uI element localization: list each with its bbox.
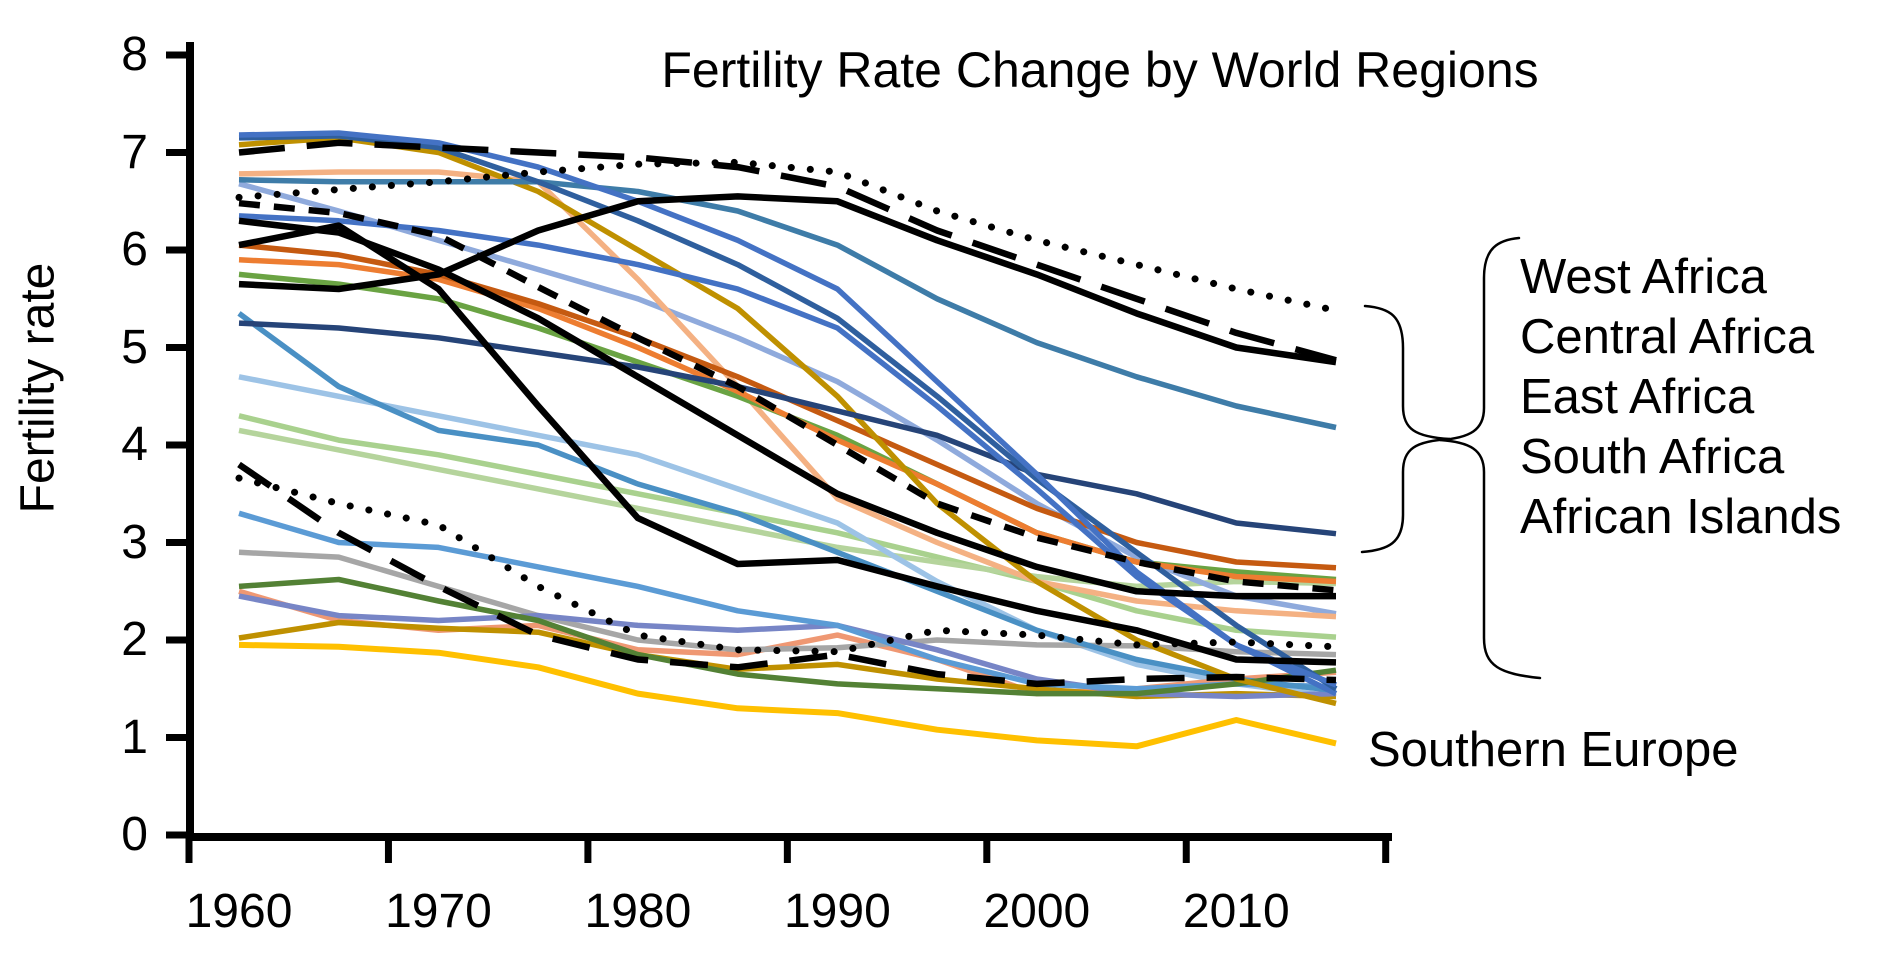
y-tick-label-7: 7 [121,125,148,179]
y-tick-label-5: 5 [121,320,148,374]
x-tick-label-1960: 1960 [185,885,293,938]
region-label-south-africa: South Africa [1520,430,1785,484]
y-tick-label-2: 2 [121,613,148,666]
southern-europe-label: Southern Europe [1368,723,1739,777]
series-line-africa-solid-steady [238,217,1336,600]
series-line-africa-dotted-low [235,474,1340,656]
series-line-region-navy [238,320,1337,537]
series-line-region-blue-steep [237,311,1337,694]
series-line-africa-solid-rise [238,193,1337,366]
x-tick-label-2010: 2010 [1182,885,1290,938]
x-tick-label-2000: 2000 [983,885,1091,938]
y-tick-label-0: 0 [121,808,148,861]
y-tick-label-1: 1 [121,710,148,764]
series-line-region-salmon [238,169,1337,620]
series-line-africa-short-dash [238,199,1337,594]
y-tick-label-3: 3 [121,515,148,569]
series-line-africa-dashdot-low [237,461,1337,688]
y-tick-label-8: 8 [121,28,148,81]
x-tick-label-1970: 1970 [385,885,492,938]
series-line-region-light-blue [238,374,1337,700]
series-line-region-blue-3 [238,213,1338,697]
y-tick-label-6: 6 [121,223,148,276]
series-line-region-dark-green [238,576,1337,697]
region-label-east-africa: East Africa [1520,370,1755,424]
brace-labels-group [1439,236,1542,680]
brace-lines-group [1360,304,1451,554]
series-line-southern-europe [238,641,1337,750]
series-line-region-teal-blue [238,177,1337,431]
region-label-west-africa: West Africa [1520,250,1767,304]
x-tick-label-1990: 1990 [783,885,891,938]
series-line-region-blue-1 [238,130,1338,688]
region-label-african-islands: African Islands [1520,490,1842,544]
region-label-central-africa: Central Africa [1520,310,1815,364]
series-line-africa-long-dash [238,139,1337,364]
africa-region-labels: West Africa Central Africa East Africa Sout… [1520,247,1841,547]
y-tick-label-4: 4 [121,418,148,471]
chart-title: Fertility Rate Change by World Regions [661,42,1539,98]
x-tick-label-1980: 1980 [584,885,692,938]
series-line-region-light-green [238,413,1337,640]
series-line-region-blue-bright [238,510,1337,692]
